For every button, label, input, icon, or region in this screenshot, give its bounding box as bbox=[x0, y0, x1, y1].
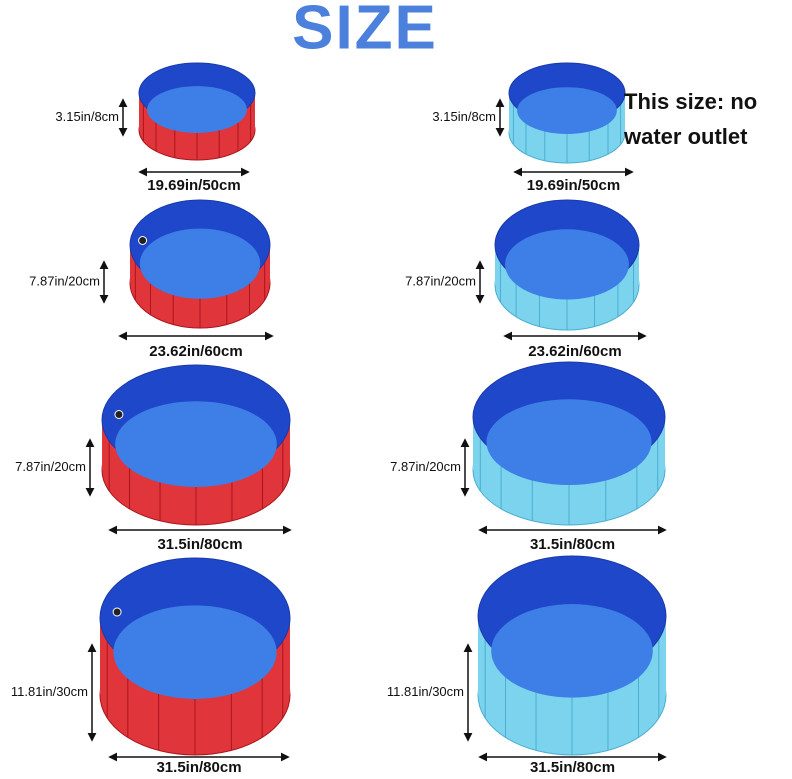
width-label: 19.69in/50cm bbox=[527, 177, 620, 194]
height-label: 3.15in/8cm bbox=[432, 109, 496, 124]
pool-floor bbox=[147, 86, 247, 133]
height-label: 7.87in/20cm bbox=[405, 273, 476, 288]
width-label: 31.5in/80cm bbox=[156, 759, 241, 776]
width-label: 19.69in/50cm bbox=[147, 177, 240, 194]
height-label: 7.87in/20cm bbox=[29, 273, 100, 288]
height-label: 11.81in/30cm bbox=[387, 684, 464, 699]
pool-floor bbox=[113, 605, 277, 699]
width-label: 31.5in/80cm bbox=[530, 536, 615, 553]
pool-floor bbox=[139, 228, 261, 299]
drain-valve bbox=[138, 236, 148, 245]
title: SIZE bbox=[292, 0, 438, 62]
width-label: 31.5in/80cm bbox=[157, 536, 242, 553]
pool-floor bbox=[505, 229, 629, 300]
width-label: 23.62in/60cm bbox=[149, 343, 242, 360]
height-label: 3.15in/8cm bbox=[55, 109, 119, 124]
width-label: 23.62in/60cm bbox=[528, 343, 621, 360]
pool-floor bbox=[486, 399, 652, 486]
height-label: 11.81in/30cm bbox=[11, 684, 88, 699]
width-label: 31.5in/80cm bbox=[530, 759, 615, 776]
height-label: 7.87in/20cm bbox=[390, 459, 461, 474]
height-label: 7.87in/20cm bbox=[15, 459, 86, 474]
pool-floor bbox=[491, 604, 653, 698]
pool-floor bbox=[115, 401, 277, 487]
pool-floor bbox=[517, 87, 617, 134]
drain-valve bbox=[112, 607, 122, 617]
note: This size: no water outlet bbox=[624, 89, 758, 149]
drain-valve bbox=[114, 410, 124, 419]
